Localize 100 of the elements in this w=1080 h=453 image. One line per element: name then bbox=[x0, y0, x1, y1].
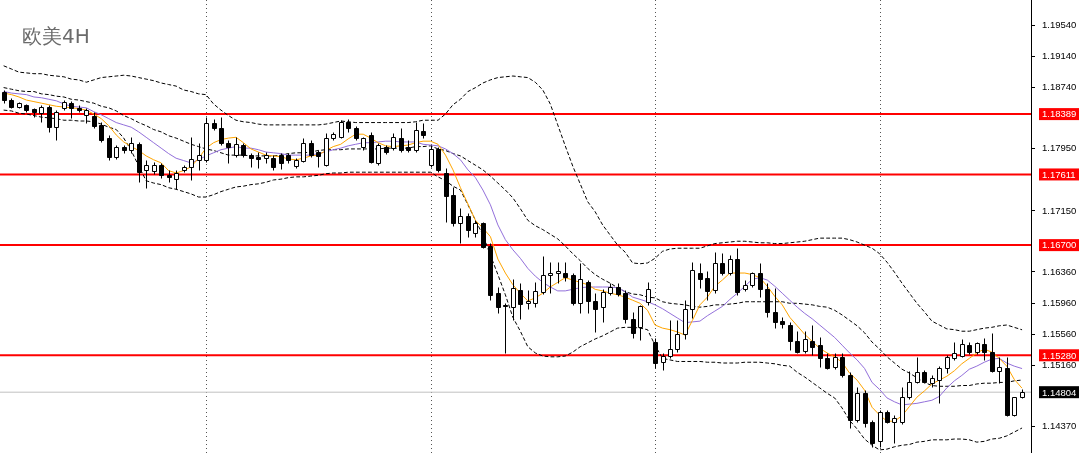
candlestick bbox=[825, 353, 830, 370]
candlestick bbox=[279, 153, 284, 170]
candlestick bbox=[466, 213, 471, 238]
candlestick bbox=[361, 137, 366, 151]
candlestick bbox=[773, 288, 778, 329]
candlestick bbox=[780, 317, 785, 329]
candlestick bbox=[473, 220, 478, 238]
candlestick bbox=[541, 256, 546, 295]
candlestick bbox=[159, 163, 164, 179]
candlestick bbox=[316, 150, 321, 168]
candlestick bbox=[451, 187, 456, 227]
candlestick bbox=[286, 153, 291, 164]
candlestick bbox=[623, 290, 628, 324]
candlestick bbox=[646, 282, 651, 306]
candlestick bbox=[339, 120, 344, 139]
candlestick bbox=[241, 143, 246, 158]
candlestick bbox=[870, 420, 875, 448]
candlestick bbox=[421, 123, 426, 139]
candlestick bbox=[137, 142, 142, 183]
candlestick bbox=[518, 283, 523, 320]
y-tick-label: 1.15960 bbox=[1042, 296, 1077, 308]
candlestick bbox=[668, 320, 673, 359]
ref-line-label: 1.14804 bbox=[1042, 386, 1077, 398]
candlestick bbox=[601, 289, 606, 323]
candlestick bbox=[855, 387, 860, 423]
y-tick-label: 1.17950 bbox=[1042, 142, 1077, 154]
candlestick bbox=[818, 337, 823, 368]
ref-line-label: 1.16700 bbox=[1042, 239, 1077, 251]
candlestick bbox=[750, 272, 755, 288]
candlestick bbox=[24, 104, 29, 113]
line-series bbox=[3, 65, 1023, 332]
candlestick bbox=[713, 252, 718, 294]
candlestick bbox=[152, 162, 157, 175]
candlestick bbox=[212, 119, 217, 131]
candlestick bbox=[62, 100, 67, 111]
candlestick bbox=[631, 312, 636, 339]
candlestick bbox=[114, 145, 119, 160]
candlestick bbox=[481, 222, 486, 249]
candlestick bbox=[990, 333, 995, 373]
candlestick bbox=[488, 243, 493, 301]
ref-line-label: 1.17611 bbox=[1042, 168, 1076, 180]
candlestick bbox=[810, 325, 815, 356]
candlestick bbox=[309, 140, 314, 158]
candlestick bbox=[17, 102, 22, 109]
candlestick bbox=[77, 105, 82, 113]
candlestick bbox=[690, 262, 695, 319]
candlestick bbox=[960, 339, 965, 358]
y-tick-label: 1.19140 bbox=[1042, 50, 1077, 62]
y-tick-label: 1.17150 bbox=[1042, 204, 1077, 216]
candlestick bbox=[301, 138, 306, 163]
candlestick bbox=[720, 253, 725, 276]
candlestick bbox=[369, 132, 374, 164]
candlestick bbox=[638, 305, 643, 341]
y-tick-label: 1.15160 bbox=[1042, 358, 1077, 370]
candlestick bbox=[107, 135, 112, 161]
candlestick bbox=[182, 165, 187, 173]
candlestick bbox=[294, 158, 299, 169]
candlestick bbox=[429, 145, 434, 168]
candlestick bbox=[204, 117, 209, 163]
candlestick bbox=[2, 90, 7, 104]
candlestick bbox=[391, 133, 396, 151]
candlestick bbox=[878, 410, 883, 448]
candlestick bbox=[952, 342, 957, 361]
candlestick bbox=[167, 170, 172, 183]
candlestick bbox=[922, 370, 927, 384]
y-tick-label: 1.14370 bbox=[1042, 420, 1077, 432]
candlestick bbox=[548, 262, 553, 294]
candlestick bbox=[256, 152, 261, 169]
candlestick bbox=[219, 117, 224, 146]
candlestick bbox=[226, 140, 231, 164]
candlestick bbox=[683, 300, 688, 340]
candlestick bbox=[675, 320, 680, 353]
candlestick bbox=[189, 137, 194, 181]
candlestick bbox=[406, 140, 411, 153]
candlestick bbox=[271, 155, 276, 171]
candlestick bbox=[556, 262, 561, 284]
candlestick bbox=[593, 293, 598, 333]
candlestick bbox=[743, 280, 748, 292]
candlestick bbox=[698, 263, 703, 289]
candlestick bbox=[444, 168, 449, 223]
candlestick bbox=[803, 331, 808, 354]
candlestick bbox=[795, 331, 800, 354]
candlestick bbox=[174, 170, 179, 190]
candlestick bbox=[765, 283, 770, 318]
candlestick bbox=[848, 372, 853, 429]
candlestick bbox=[975, 342, 980, 355]
candlestick bbox=[503, 303, 508, 354]
y-tick-label: 1.15560 bbox=[1042, 327, 1077, 339]
candlestick bbox=[324, 133, 329, 167]
y-tick-label: 1.18740 bbox=[1042, 81, 1077, 93]
candlestick bbox=[384, 145, 389, 155]
candlestick bbox=[264, 152, 269, 164]
candlestick bbox=[376, 143, 381, 166]
candlestick bbox=[354, 126, 359, 141]
candlestick bbox=[661, 353, 666, 371]
candlestick bbox=[1012, 397, 1017, 417]
candlestick bbox=[99, 122, 104, 143]
candlestick bbox=[833, 353, 838, 370]
candlestick bbox=[788, 322, 793, 351]
candlestick bbox=[967, 342, 972, 355]
